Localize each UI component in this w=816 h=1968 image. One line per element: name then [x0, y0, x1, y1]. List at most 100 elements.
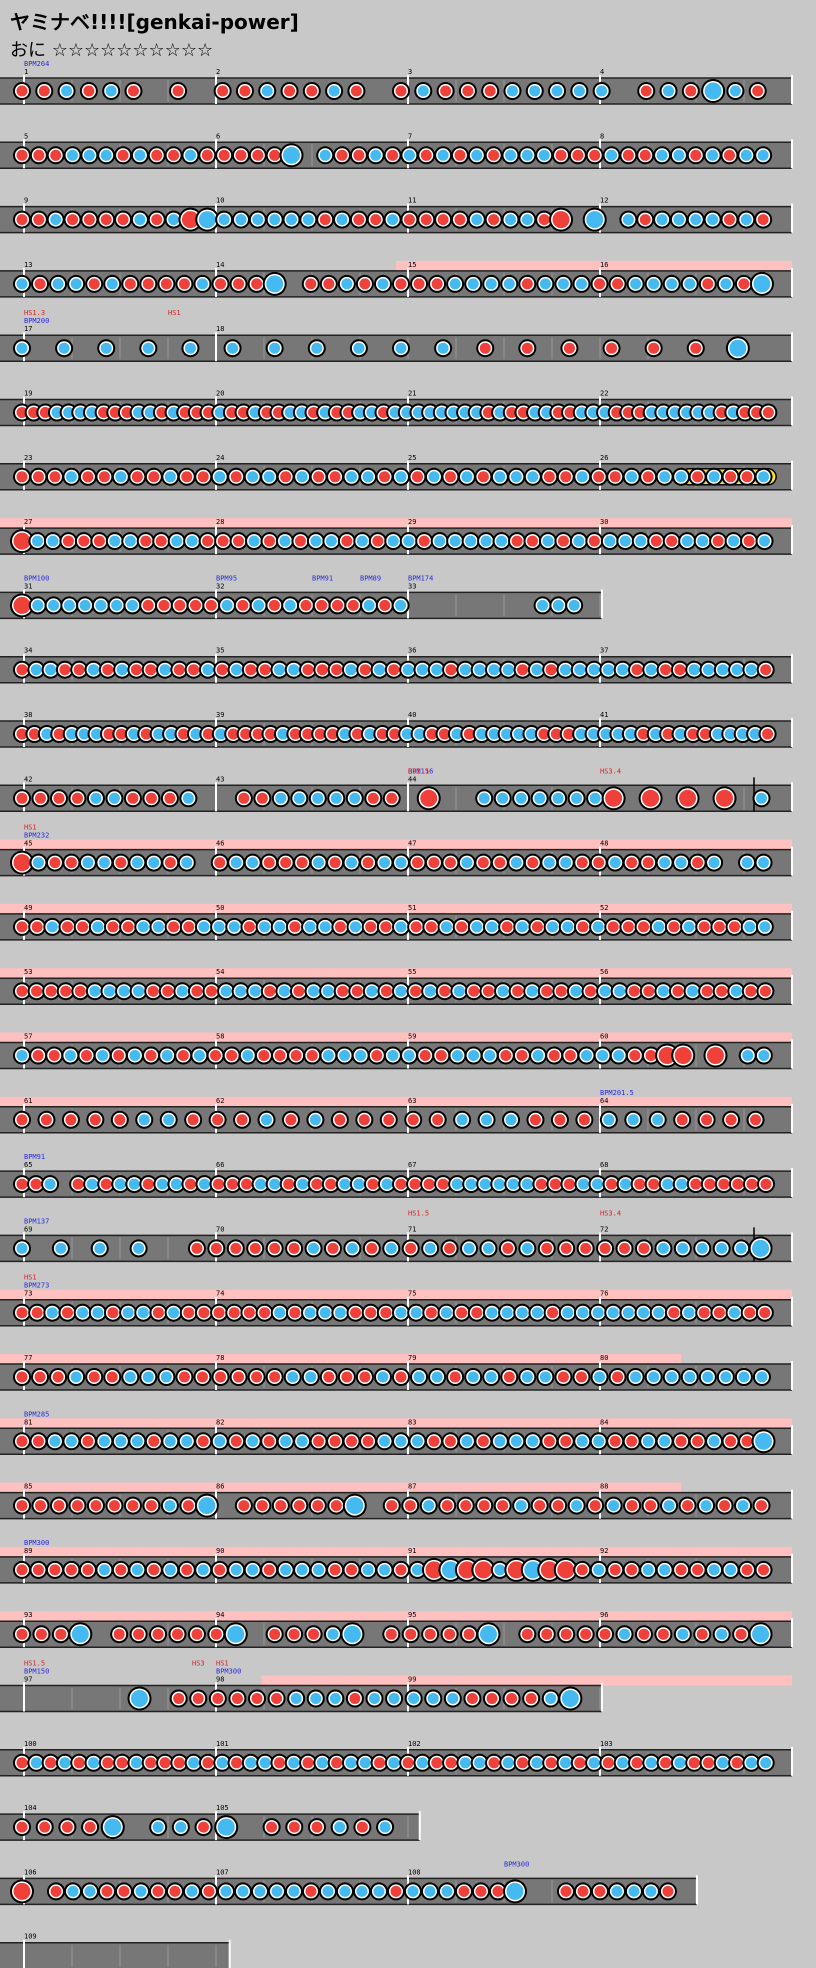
ka-note [309, 1114, 321, 1126]
ka-note [720, 278, 732, 290]
ka-note [159, 664, 171, 676]
don-note [34, 792, 46, 804]
ka-note [247, 471, 259, 483]
don-note [502, 1242, 514, 1254]
don-note [438, 728, 450, 740]
ka-note [534, 792, 546, 804]
don-note [454, 149, 466, 161]
ka-note [364, 728, 376, 740]
don-note [444, 857, 456, 869]
don-note [264, 535, 276, 547]
measure-number: 66 [216, 1161, 224, 1169]
don-note [477, 471, 489, 483]
ka-note [702, 1371, 714, 1383]
ka-note [395, 1435, 407, 1447]
don-note [16, 921, 28, 933]
don-note [115, 1564, 127, 1576]
ka-note [134, 214, 146, 226]
ka-note [395, 985, 407, 997]
ka-note [496, 535, 508, 547]
big-don-note [716, 789, 734, 807]
don-note [362, 1435, 374, 1447]
ka-note [115, 471, 127, 483]
don-note [572, 149, 584, 161]
ka-note [592, 1307, 604, 1319]
don-note [236, 1114, 248, 1126]
don-note [506, 1693, 518, 1704]
ka-note [61, 85, 73, 97]
don-note [191, 407, 203, 418]
ka-note [32, 599, 44, 611]
ka-note [52, 278, 64, 290]
measure-number: 65 [24, 1161, 32, 1169]
don-note [214, 1564, 226, 1576]
don-note [383, 1114, 395, 1126]
big-don-note [458, 1561, 476, 1579]
ka-note [683, 1307, 695, 1319]
don-note [202, 535, 214, 547]
ka-note [152, 921, 164, 933]
ka-note [44, 1178, 56, 1190]
don-note [723, 214, 735, 226]
don-note [115, 857, 127, 869]
ka-note [86, 1178, 98, 1190]
don-note [685, 85, 697, 97]
ka-note [287, 1371, 299, 1383]
don-note [145, 1757, 157, 1769]
ka-note [675, 728, 687, 740]
ka-note [416, 664, 428, 676]
ka-note [451, 1178, 463, 1190]
don-note [206, 985, 217, 997]
don-note [762, 407, 774, 418]
don-note [118, 1885, 130, 1897]
don-note [332, 599, 344, 611]
ka-note [30, 1757, 42, 1769]
don-note [428, 1435, 440, 1447]
ka-note [486, 921, 498, 933]
don-note [386, 1500, 398, 1512]
don-note [560, 1885, 572, 1897]
don-note [49, 471, 61, 483]
don-note [407, 1114, 419, 1126]
don-note [198, 1307, 210, 1319]
don-note [362, 857, 374, 869]
don-note [576, 857, 588, 869]
ka-note [674, 1757, 686, 1769]
ka-note [138, 1114, 150, 1126]
ka-note [227, 342, 239, 354]
don-note [82, 471, 94, 483]
ka-note [78, 728, 90, 740]
ka-note [588, 728, 600, 740]
don-note [609, 1564, 621, 1576]
don-note [432, 1114, 444, 1126]
ka-note [176, 985, 188, 997]
don-note [312, 1500, 324, 1512]
ka-note [588, 664, 600, 676]
don-note [113, 1628, 125, 1640]
ka-note [413, 1371, 425, 1383]
don-note [140, 728, 152, 740]
don-note [380, 1307, 392, 1319]
don-note [148, 1564, 160, 1576]
don-note [538, 214, 550, 226]
ka-note [501, 728, 513, 740]
don-note [117, 214, 129, 226]
don-note [100, 1178, 112, 1190]
don-note [173, 1757, 185, 1769]
ka-note [758, 471, 770, 483]
ka-note [431, 664, 443, 676]
measure-number: 80 [600, 1354, 608, 1362]
big-ka-note [104, 1818, 122, 1836]
ka-note [381, 1178, 393, 1190]
measure-number: 42 [24, 775, 32, 783]
measure-number: 71 [408, 1225, 416, 1233]
big-ka-note [198, 211, 216, 229]
don-note [574, 1757, 586, 1769]
don-note [331, 664, 343, 676]
big-don-note [658, 1047, 676, 1064]
don-note [503, 1371, 515, 1383]
don-note [626, 1435, 638, 1447]
don-note [115, 728, 127, 740]
measure-number: 84 [600, 1418, 608, 1426]
don-note [482, 407, 494, 418]
